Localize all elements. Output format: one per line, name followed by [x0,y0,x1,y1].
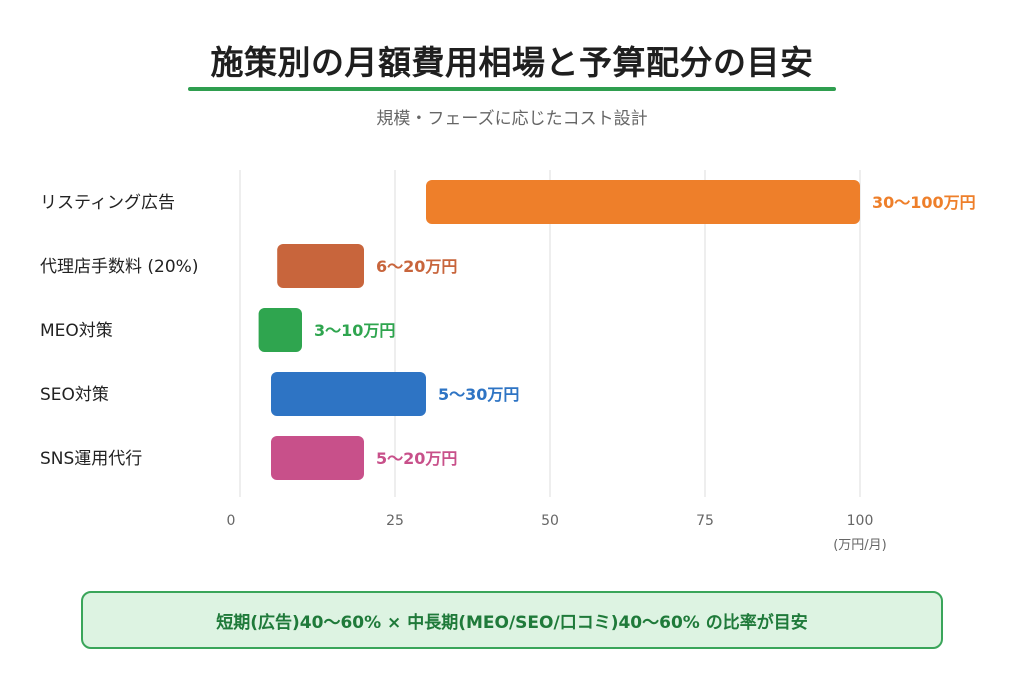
range-label: 6〜20万円 [376,257,457,276]
range-bar [271,372,426,416]
x-tick-label: 100 [847,513,874,529]
range-bar [426,180,860,224]
x-axis-unit: (万円/月) [833,538,887,553]
category-label: SNS運用代行 [40,449,142,469]
budget-ratio-note: 短期(広告)40〜60% × 中長期(MEO/SEO/口コミ)40〜60% の比… [81,591,943,649]
range-label: 30〜100万円 [872,193,976,212]
title-underline [188,87,836,91]
range-label: 3〜10万円 [314,321,395,340]
range-bar [277,244,364,288]
chart-title: 施策別の月額費用相場と予算配分の目安 [210,43,814,82]
chart-subtitle: 規模・フェーズに応じたコスト設計 [376,109,648,129]
range-bar [271,436,364,480]
x-tick-label: 50 [541,513,559,529]
category-label: MEO対策 [40,321,113,341]
x-tick-label: 0 [227,513,236,529]
range-bar [258,308,302,352]
category-label: SEO対策 [40,385,109,405]
range-label: 5〜30万円 [438,385,519,404]
category-label: 代理店手数料 (20%) [40,257,198,277]
x-tick-label: 25 [386,513,404,529]
x-tick-label: 75 [696,513,714,529]
range-label: 5〜20万円 [376,449,457,468]
category-label: リスティング広告 [40,193,175,213]
